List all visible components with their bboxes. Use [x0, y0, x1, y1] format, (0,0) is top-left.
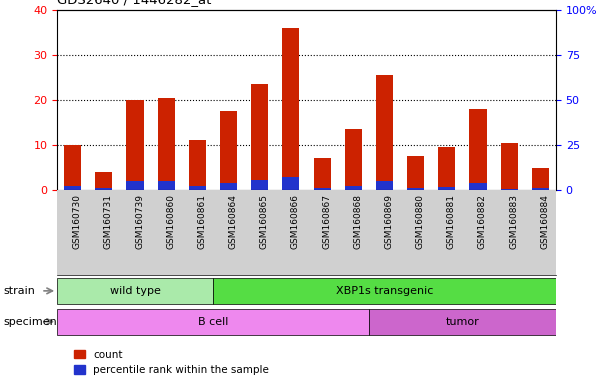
- Text: XBP1s transgenic: XBP1s transgenic: [336, 286, 433, 296]
- Text: GSM160881: GSM160881: [447, 194, 456, 249]
- Text: GSM160868: GSM160868: [353, 194, 362, 249]
- Text: GSM160884: GSM160884: [540, 194, 549, 249]
- Bar: [314, 159, 331, 190]
- Bar: [282, 28, 299, 190]
- Text: GSM160731: GSM160731: [104, 194, 113, 249]
- Text: GDS2640 / 1446282_at: GDS2640 / 1446282_at: [57, 0, 212, 6]
- FancyBboxPatch shape: [57, 278, 213, 304]
- Text: GSM160865: GSM160865: [260, 194, 269, 249]
- Bar: [407, 156, 424, 190]
- Text: GSM160866: GSM160866: [291, 194, 300, 249]
- Text: GSM160880: GSM160880: [416, 194, 425, 249]
- Bar: [96, 188, 112, 190]
- FancyBboxPatch shape: [57, 309, 369, 334]
- Text: tumor: tumor: [445, 316, 479, 327]
- Bar: [438, 147, 456, 190]
- Text: B cell: B cell: [198, 316, 228, 327]
- Bar: [189, 141, 206, 190]
- FancyBboxPatch shape: [369, 309, 556, 334]
- Bar: [376, 181, 393, 190]
- Text: GSM160869: GSM160869: [385, 194, 394, 249]
- Text: strain: strain: [3, 286, 35, 296]
- Text: GSM160864: GSM160864: [228, 194, 237, 249]
- Bar: [220, 183, 237, 190]
- Text: wild type: wild type: [109, 286, 160, 296]
- Bar: [96, 172, 112, 190]
- Bar: [501, 143, 517, 190]
- Bar: [64, 145, 81, 190]
- Text: GSM160867: GSM160867: [322, 194, 331, 249]
- Bar: [469, 109, 487, 190]
- Bar: [345, 129, 362, 190]
- Legend: count, percentile rank within the sample: count, percentile rank within the sample: [75, 350, 269, 375]
- Text: GSM160882: GSM160882: [478, 194, 487, 249]
- Text: GSM160883: GSM160883: [509, 194, 518, 249]
- Bar: [157, 98, 175, 190]
- Text: GSM160739: GSM160739: [135, 194, 144, 249]
- Text: GSM160861: GSM160861: [197, 194, 206, 249]
- Bar: [64, 185, 81, 190]
- Bar: [220, 111, 237, 190]
- Text: GSM160860: GSM160860: [166, 194, 175, 249]
- Bar: [126, 100, 144, 190]
- Bar: [189, 185, 206, 190]
- Text: GSM160730: GSM160730: [73, 194, 82, 249]
- Bar: [532, 188, 549, 190]
- Bar: [469, 183, 487, 190]
- Bar: [501, 189, 517, 190]
- Bar: [345, 185, 362, 190]
- Bar: [282, 177, 299, 190]
- Bar: [157, 181, 175, 190]
- Text: specimen: specimen: [3, 316, 56, 327]
- Bar: [407, 188, 424, 190]
- Bar: [314, 188, 331, 190]
- Bar: [376, 75, 393, 190]
- Bar: [438, 187, 456, 190]
- Bar: [251, 84, 268, 190]
- FancyBboxPatch shape: [213, 278, 556, 304]
- Bar: [251, 180, 268, 190]
- Bar: [126, 181, 144, 190]
- Bar: [532, 167, 549, 190]
